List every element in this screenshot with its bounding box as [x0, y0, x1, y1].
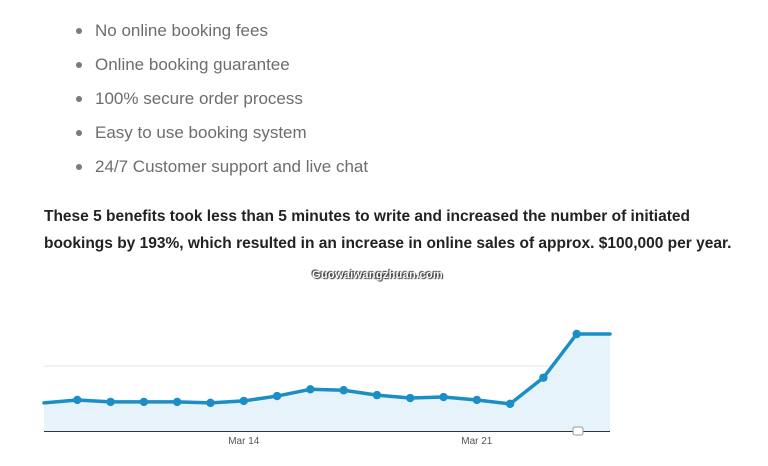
benefit-text: No online booking fees — [95, 21, 268, 40]
data-point — [239, 396, 248, 406]
series-line — [42, 332, 612, 406]
data-point — [572, 329, 581, 339]
bullet-icon — [76, 62, 82, 68]
bookings-chart: Mar 14 Mar 21 — [42, 329, 612, 447]
data-point — [472, 395, 482, 405]
data-point — [272, 391, 282, 401]
x-tick-label: Mar 14 — [228, 436, 260, 447]
list-item: 24/7 Customer support and live chat — [76, 152, 368, 186]
list-item: No online booking fees — [76, 16, 368, 50]
summary-paragraph: These 5 benefits took less than 5 minute… — [44, 208, 732, 252]
benefits-list: No online booking fees Online booking gu… — [76, 16, 368, 186]
data-point — [106, 397, 115, 407]
bullet-icon — [76, 96, 82, 102]
bullet-icon — [76, 164, 82, 170]
benefit-text: 100% secure order process — [95, 89, 303, 108]
data-point — [206, 398, 215, 408]
benefit-text: 24/7 Customer support and live chat — [95, 157, 369, 176]
bullet-icon — [76, 130, 82, 136]
data-point — [372, 390, 382, 400]
list-item: 100% secure order process — [76, 84, 368, 118]
data-point — [339, 386, 348, 395]
watermark: Guowaiwangzhuan.com — [312, 269, 443, 281]
benefit-text: Easy to use booking system — [95, 123, 307, 142]
annotation-icon — [572, 426, 584, 436]
x-tick-label: Mar 21 — [461, 436, 493, 447]
data-point — [406, 393, 415, 403]
benefit-text: Online booking guarantee — [95, 55, 290, 74]
data-point — [505, 399, 515, 409]
data-point — [139, 397, 149, 407]
data-point — [172, 397, 182, 407]
data-point — [439, 392, 448, 402]
data-point — [306, 385, 315, 394]
list-item: Online booking guarantee — [76, 50, 368, 84]
data-point — [73, 395, 82, 405]
data-point — [539, 373, 548, 382]
area-fill — [44, 334, 610, 431]
list-item: Easy to use booking system — [76, 118, 368, 152]
bullet-icon — [76, 28, 82, 34]
